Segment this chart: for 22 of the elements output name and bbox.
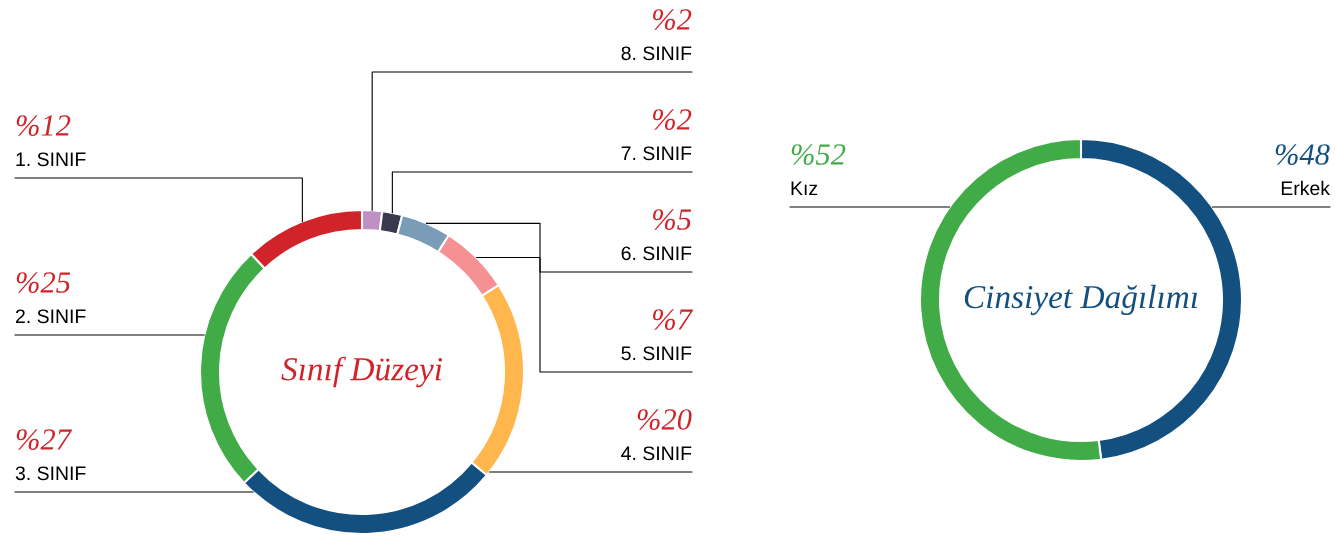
text: Cinsiyet Dağılımı bbox=[964, 284, 1198, 316]
data-label: %2 bbox=[653, 9, 692, 30]
data-label: %12 bbox=[16, 115, 71, 136]
text: Sınıf Düzeyi bbox=[281, 356, 442, 388]
data-label: %25 bbox=[16, 272, 71, 293]
data-label: %27 bbox=[16, 429, 73, 450]
data-label: %7 bbox=[653, 309, 694, 330]
slice-label: Erkek bbox=[1281, 180, 1331, 196]
slice-label: 4. SINIF bbox=[621, 446, 692, 461]
slice-label: 8. SINIF bbox=[621, 46, 692, 61]
slice-label: 5. SINIF bbox=[621, 346, 692, 361]
slice-label: 1. SINIF bbox=[16, 152, 86, 167]
slice-label: 6. SINIF bbox=[621, 246, 692, 261]
slice-label: Kız bbox=[791, 181, 818, 195]
data-label: %52 bbox=[791, 144, 846, 165]
slice-label: 3. SINIF bbox=[15, 466, 86, 481]
slice-label: 7. SINIF bbox=[621, 146, 692, 161]
data-label: %48 bbox=[1275, 144, 1330, 165]
data-label: %20 bbox=[637, 409, 692, 430]
data-label: %5 bbox=[653, 209, 692, 230]
slice-label: 2. SINIF bbox=[15, 309, 86, 324]
data-label: %2 bbox=[653, 109, 692, 130]
